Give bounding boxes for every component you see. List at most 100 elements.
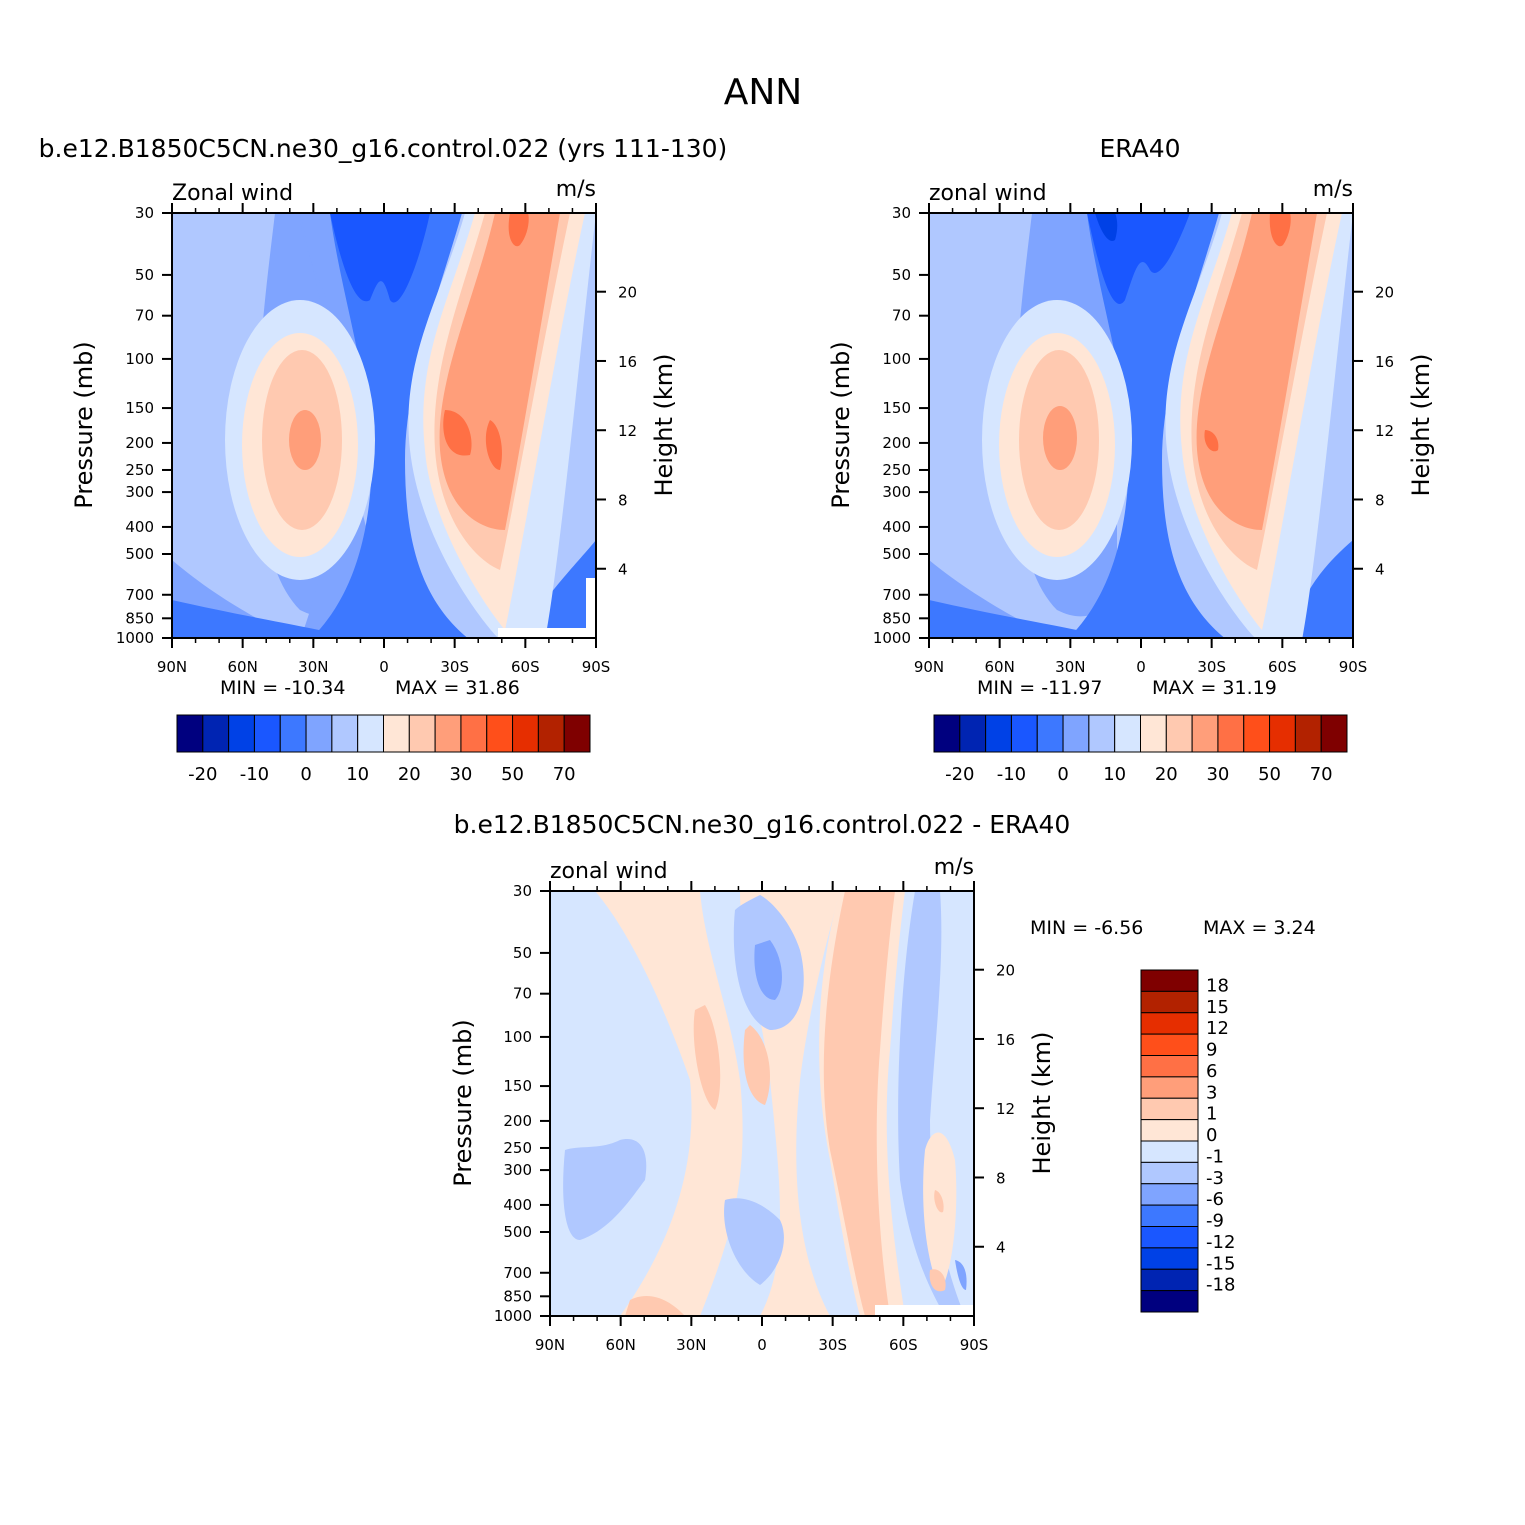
panel-diff-colorbar-swatch (1140, 1226, 1199, 1249)
panel-model-colorbar-swatch (537, 714, 565, 753)
panel-diff-colorbar-swatch (1140, 1033, 1199, 1056)
panel-diff-colorbar-tick-label: -3 (1206, 1168, 1224, 1189)
panel-era40-height-tick-label: 16 (1375, 353, 1394, 371)
panel-era40-xtick-label: 30N (1055, 658, 1085, 676)
panel-diff-colorbar-tick-label: -18 (1206, 1275, 1235, 1296)
panel-diff-xtick-label: 90N (535, 1336, 565, 1354)
panel-diff-min: MIN = -6.56 (1030, 917, 1143, 939)
panel-model-xtick-label: 0 (379, 658, 389, 676)
panel-model-ytick-label: 30 (135, 204, 154, 222)
panel-diff-max: MAX = 3.24 (1203, 917, 1316, 939)
panel-model-axes: 3050701001502002503004005007008501000481… (116, 203, 637, 676)
panel-model-colorbar-tick-label: 0 (300, 764, 311, 785)
panel-era40-ylabel-right: Height (km) (1407, 354, 1435, 497)
panel-model-ytick-label: 700 (125, 586, 154, 604)
panel-era40-colorbar-tick-label: 0 (1057, 764, 1068, 785)
panel-diff-colorbar-tick-label: 6 (1206, 1061, 1217, 1082)
panel-model-colorbar-swatch (486, 714, 514, 753)
panel-diff-colorbar-swatch (1140, 1268, 1199, 1292)
panel-model-colorbar-tick-label: 20 (398, 764, 421, 785)
panel-model-colorbar-swatch (408, 714, 436, 753)
panel-model-ytick-label: 400 (125, 518, 154, 536)
panel-diff-height-tick-label: 16 (996, 1031, 1015, 1049)
panel-diff-colorbar-tick-label: -1 (1206, 1146, 1224, 1167)
panel-diff-colorbar-swatch (1140, 1247, 1199, 1270)
panel-diff-ytick-label: 200 (503, 1112, 532, 1130)
panel-model-ytick-label: 70 (135, 307, 154, 325)
panel-model-height-tick-label: 20 (618, 284, 637, 302)
panel-era40-height-tick-label: 8 (1375, 491, 1385, 509)
panel-model-ylabel: Pressure (mb) (70, 341, 98, 508)
panel-model-ytick-label: 850 (125, 609, 154, 627)
panel-diff-height-tick-label: 8 (996, 1169, 1006, 1187)
panel-model-ytick-label: 300 (125, 483, 154, 501)
panel-model-colorbar-swatch (460, 714, 488, 753)
panel-diff-ytick-label: 700 (503, 1264, 532, 1282)
panel-model-colorbar-swatch (176, 714, 204, 753)
panel-diff-xtick-label: 30S (818, 1336, 847, 1354)
panel-era40-ylabel: Pressure (mb) (827, 341, 855, 508)
panel-era40-colorbar-swatch (1191, 714, 1219, 753)
panel-era40-ytick-label: 250 (882, 461, 911, 479)
panel-era40-colorbar-tick-label: -10 (997, 764, 1026, 785)
panel-era40-colorbar-tick-label: 20 (1155, 764, 1178, 785)
panel-diff-colorbar-swatch (1140, 1161, 1199, 1185)
panel-model-xtick-label: 90S (582, 658, 611, 676)
panel-model-colorbar-swatch (512, 714, 539, 753)
panel-model-ytick-label: 500 (125, 545, 154, 563)
panel-diff-height-tick-label: 20 (996, 962, 1015, 980)
panel-era40-colorbar-swatch (1269, 714, 1296, 753)
panel-model: b.e12.B1850C5CN.ne30_g16.control.022 (yr… (39, 134, 728, 785)
panel-diff-colorbar-swatch (1140, 1204, 1199, 1227)
panel-model-xtick-label: 60S (511, 658, 540, 676)
panel-era40-colorbar-tick-label: 30 (1206, 764, 1229, 785)
panel-diff-colorbar-swatch (1140, 1140, 1199, 1163)
panel-model-min: MIN = -10.34 (220, 677, 345, 699)
panel-model-colorbar-swatch (383, 714, 410, 753)
panel-diff-colorbar-tick-label: 12 (1206, 1018, 1229, 1039)
panel-model-height-tick-label: 16 (618, 353, 637, 371)
panel-era40-colorbar-swatch (1294, 714, 1322, 753)
panel-diff-title: b.e12.B1850C5CN.ne30_g16.control.022 - E… (454, 810, 1071, 839)
panel-model-units: m/s (556, 177, 596, 202)
panel-era40-ytick-label: 100 (882, 350, 911, 368)
panel-diff-colorbar-swatch (1140, 1097, 1199, 1121)
panel-model-colorbar-swatch (279, 714, 307, 753)
panel-diff-ytick-label: 250 (503, 1139, 532, 1157)
panel-diff-xtick-label: 60S (889, 1336, 918, 1354)
panel-era40-xtick-label: 30S (1197, 658, 1226, 676)
panel-diff-ytick-label: 150 (503, 1077, 532, 1095)
panel-diff-ytick-label: 850 (503, 1287, 532, 1305)
panel-model-height-tick-label: 4 (618, 561, 628, 579)
panel-model-xtick-label: 30N (298, 658, 328, 676)
panel-era40-colorbar-swatch (1062, 714, 1090, 753)
panel-model-colorbar-tick-label: 10 (346, 764, 369, 785)
panel-model-contours (172, 213, 596, 638)
panel-era40-title: ERA40 (1099, 134, 1180, 163)
panel-model-height-tick-label: 8 (618, 491, 628, 509)
panel-diff-ylabel-right: Height (km) (1028, 1032, 1056, 1175)
panel-era40-axes: 3050701001502002503004005007008501000481… (873, 203, 1394, 676)
panel-diff-colorbar-tick-label: 0 (1206, 1125, 1217, 1146)
panel-diff-colorbar-tick-label: -12 (1206, 1232, 1235, 1253)
panel-diff-colorbar-swatch (1140, 1290, 1199, 1313)
panel-diff-ytick-label: 30 (513, 882, 532, 900)
panel-era40-ytick-label: 70 (892, 307, 911, 325)
panel-diff-colorbar-swatch (1140, 969, 1199, 992)
panel-diff-xtick-label: 60N (606, 1336, 636, 1354)
panel-era40-colorbar-tick-label: 70 (1310, 764, 1333, 785)
panel-era40-ytick-label: 200 (882, 434, 911, 452)
panel-model-colorbar-swatch (357, 714, 384, 753)
panel-diff-colorbar-swatch (1140, 1076, 1199, 1099)
panel-era40: ERA40 zonal wind m/s 3050701001502002503… (827, 134, 1435, 785)
panel-model-ytick-label: 100 (125, 350, 154, 368)
panel-model-colorbar-swatch (331, 714, 359, 753)
panel-model-colorbar-swatch (228, 714, 255, 753)
panel-diff-ytick-label: 500 (503, 1223, 532, 1241)
panel-diff-units: m/s (934, 855, 974, 880)
panel-era40-xtick-label: 90N (914, 658, 944, 676)
panel-era40-colorbar-swatch (1036, 714, 1064, 753)
panel-diff-colorbar-swatch (1140, 1183, 1199, 1206)
